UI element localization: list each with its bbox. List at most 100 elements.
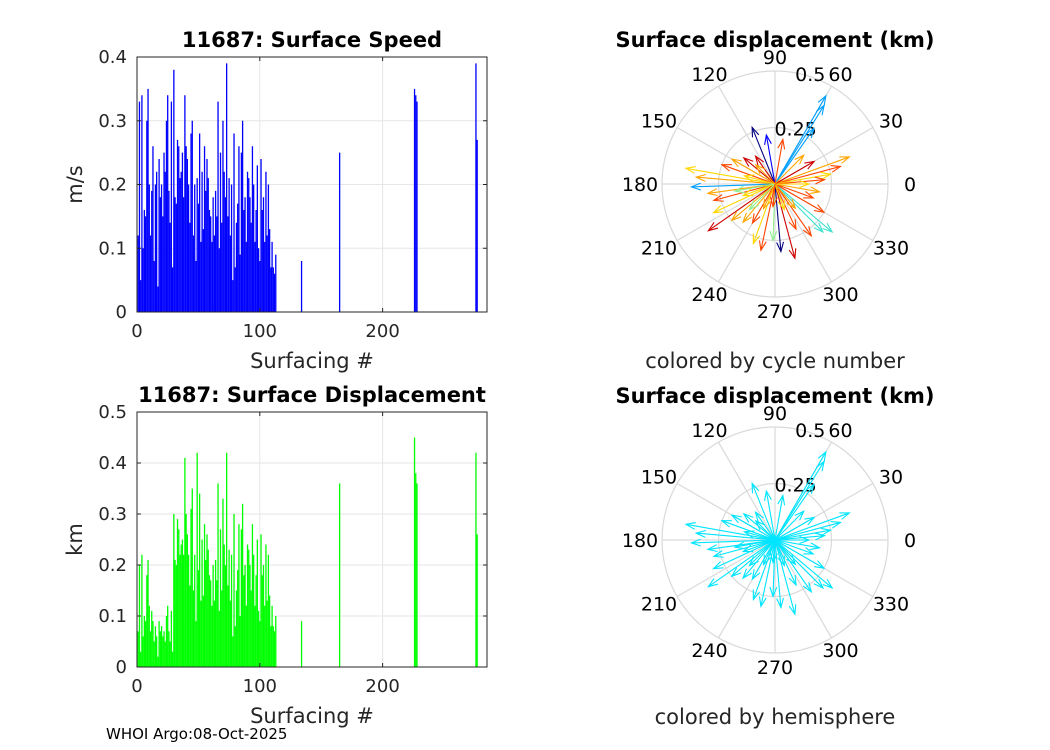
- bar: [270, 267, 272, 312]
- displacement-vector: [685, 523, 776, 541]
- bar: [229, 600, 231, 667]
- bar: [265, 544, 267, 667]
- vector-arrowhead: [813, 578, 825, 590]
- bar: [239, 254, 241, 312]
- bar: [248, 549, 250, 667]
- displacement-vector: [734, 539, 776, 548]
- vector-arrowhead: [777, 137, 786, 150]
- displacement-vector: [755, 155, 776, 185]
- vector-arrowhead: [751, 125, 760, 138]
- bar: [238, 524, 240, 667]
- polar-chart-0: 03060901201501802102402703003300.250.5Su…: [615, 28, 934, 373]
- y-axis-label: km: [63, 523, 87, 556]
- displacement-vector: [774, 165, 841, 185]
- bar: [149, 235, 152, 312]
- bar: [173, 69, 175, 312]
- bar: [201, 171, 203, 312]
- bar: [147, 88, 149, 312]
- displacement-vector: [774, 539, 782, 608]
- bar: [228, 549, 230, 667]
- footer-credit: WHOI Argo:08-Oct-2025: [106, 725, 288, 743]
- vector-arrowhead: [720, 164, 732, 172]
- bar: [268, 595, 271, 667]
- axes-box: [136, 411, 488, 668]
- vector-arrowhead: [794, 154, 805, 165]
- bar: [196, 178, 198, 312]
- vector-arrowhead: [769, 552, 778, 565]
- bar: [257, 248, 260, 312]
- vector-arrowhead: [752, 233, 761, 245]
- angle-tick-label: 300: [822, 284, 858, 306]
- bar: [245, 241, 247, 312]
- bar: [187, 554, 190, 667]
- bar: [235, 590, 238, 667]
- displacement-vector: [774, 539, 824, 589]
- bar: [245, 605, 247, 667]
- angle-tick-label: 60: [828, 420, 852, 442]
- displacement-vector: [774, 183, 782, 252]
- bar: [243, 575, 245, 667]
- bar: [230, 554, 233, 667]
- bar: [233, 133, 235, 312]
- bar: [249, 565, 251, 667]
- bar: [232, 280, 234, 312]
- angle-tick-label: 90: [763, 47, 787, 69]
- vector-arrowhead: [730, 211, 742, 222]
- bar: [254, 605, 256, 667]
- bar: [264, 605, 266, 667]
- displacement-vector: [721, 164, 776, 185]
- bar: [217, 483, 219, 667]
- vector-arrowhead: [707, 578, 719, 588]
- vector-arrowhead: [830, 521, 843, 529]
- vector-arrowhead: [754, 163, 766, 175]
- x-tick-label: 100: [243, 321, 277, 342]
- vector-arrowhead: [777, 199, 785, 211]
- bar: [268, 229, 271, 312]
- vector-arrowhead: [751, 569, 761, 581]
- bar: [214, 190, 217, 312]
- displacement-vector: [774, 461, 825, 541]
- angle-tick-label: 180: [622, 530, 658, 552]
- bar: [176, 139, 179, 312]
- bar: [160, 626, 163, 667]
- angle-tick-label: 270: [757, 657, 793, 679]
- bar: [200, 600, 202, 667]
- bar: [175, 203, 177, 312]
- bar: [267, 184, 270, 312]
- vector-arrowhead: [802, 226, 813, 238]
- bar: [246, 171, 249, 312]
- bar: [222, 120, 224, 312]
- polar-chart-1: 03060901201501802102402703003300.250.5Su…: [615, 384, 934, 729]
- displacement-vector: [774, 156, 850, 185]
- bar: [206, 159, 208, 312]
- bar: [254, 241, 256, 312]
- bar: [237, 570, 239, 667]
- bar: [221, 222, 223, 312]
- bar: [158, 621, 160, 667]
- displacement-vector: [765, 490, 776, 541]
- bar: [251, 146, 254, 312]
- bar: [158, 159, 160, 312]
- bar: [168, 631, 170, 667]
- bar: [338, 483, 341, 667]
- displacement-vector: [744, 175, 776, 185]
- bar: [210, 216, 212, 312]
- displacement-vector: [760, 183, 776, 251]
- bar: [241, 120, 244, 312]
- displacement-vector: [774, 516, 815, 541]
- bar: [259, 261, 261, 312]
- bar: [198, 493, 201, 667]
- bar: [146, 120, 148, 312]
- bar: [141, 554, 143, 667]
- angle-tick-label: 150: [641, 111, 677, 133]
- bar: [210, 580, 212, 667]
- polar-spoke: [774, 183, 833, 283]
- bar: [157, 656, 159, 667]
- bar: [186, 159, 189, 312]
- bar: [476, 534, 478, 667]
- bar: [163, 631, 165, 667]
- displacement-vector: [774, 529, 831, 541]
- bar: [203, 146, 206, 312]
- vector-arrowhead: [758, 240, 767, 252]
- vector-arrowhead: [730, 158, 742, 168]
